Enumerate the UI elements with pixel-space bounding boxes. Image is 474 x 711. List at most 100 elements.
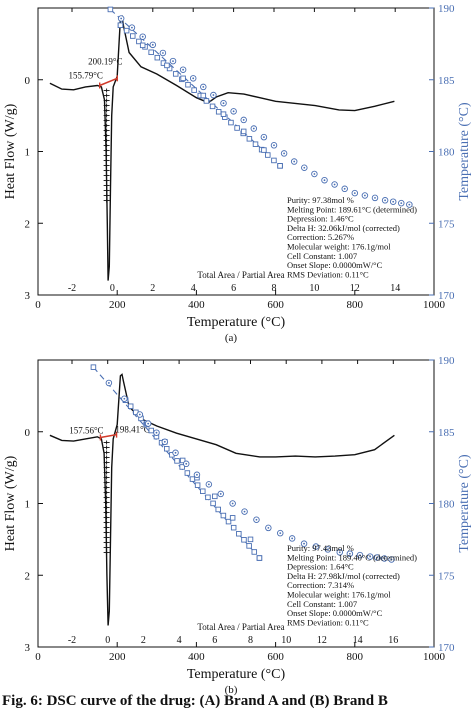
square-marker-b bbox=[205, 494, 211, 501]
circle-marker-dot-a bbox=[212, 94, 215, 96]
partial-area-tick-label-b: 10 bbox=[281, 635, 291, 646]
square-marker-a bbox=[185, 81, 191, 88]
heat-flow-curve-a bbox=[49, 14, 395, 281]
square-marker-a bbox=[220, 111, 227, 117]
figure-caption: Fig. 6: DSC curve of the drug: (A) Brand… bbox=[2, 693, 388, 709]
circle-marker-dot-a bbox=[384, 199, 386, 202]
square-marker-a bbox=[130, 33, 136, 39]
x-tick-label-b: 400 bbox=[188, 651, 205, 663]
circle-marker-dot-a bbox=[293, 160, 296, 163]
info-line-a: Melting Point: 189.61°C (determined) bbox=[287, 204, 417, 214]
info-line-b: Purity: 97.43mol % bbox=[287, 543, 354, 553]
square-marker-a bbox=[123, 27, 130, 34]
square-marker-b bbox=[212, 493, 218, 500]
partial-area-tick-label-a: 6 bbox=[231, 283, 236, 294]
circle-marker-dot-b bbox=[315, 545, 317, 548]
partial-area-tick-label-b: 8 bbox=[248, 635, 253, 646]
partial-area-tick-label-a: -2 bbox=[68, 283, 76, 294]
square-marker-b bbox=[127, 403, 134, 410]
circle-marker-dot-a bbox=[252, 127, 255, 130]
square-marker-b bbox=[184, 470, 191, 476]
circle-marker-dot-b bbox=[231, 502, 234, 505]
square-marker-a bbox=[136, 38, 142, 45]
info-line-b: Delta H: 27.98kJ/mol (corrected) bbox=[287, 571, 400, 581]
partial-area-tick-label-b: 2 bbox=[141, 635, 146, 646]
square-marker-b bbox=[200, 488, 206, 494]
square-marker-b bbox=[179, 464, 185, 470]
circle-marker-dot-b bbox=[163, 440, 166, 443]
partial-area-tick-label-a: 8 bbox=[272, 283, 277, 294]
info-line-a: Purity: 97.38mol % bbox=[287, 195, 354, 205]
partial-area-tick-label-a: 14 bbox=[390, 283, 400, 294]
y2-tick-label-a: 185 bbox=[438, 75, 455, 87]
y2-tick-label-a: 180 bbox=[438, 147, 455, 159]
square-marker-a bbox=[164, 62, 170, 69]
partial-area-axis-label-b: Total Area / Partial Area bbox=[197, 622, 284, 632]
y2-tick-label-b: 190 bbox=[438, 355, 455, 367]
info-line-a: Delta H: 32.06kJ/mol (corrected) bbox=[287, 223, 400, 233]
circle-marker-dot-b bbox=[219, 493, 222, 495]
info-line-a: Correction: 5.267% bbox=[287, 232, 354, 242]
square-marker-a bbox=[265, 152, 271, 158]
y2-tick-label-b: 175 bbox=[438, 570, 455, 582]
circle-marker-dot-b bbox=[369, 555, 371, 558]
square-marker-a bbox=[277, 163, 283, 169]
square-marker-a bbox=[148, 49, 154, 56]
square-marker-b bbox=[246, 543, 252, 549]
circle-marker-dot-b bbox=[196, 473, 198, 476]
y2-tick-label-a: 170 bbox=[438, 290, 455, 302]
square-marker-a bbox=[154, 54, 161, 61]
circle-marker-dot-b bbox=[291, 537, 294, 540]
square-marker-b bbox=[220, 512, 227, 519]
circle-marker-dot-b bbox=[107, 382, 110, 384]
square-marker-b bbox=[251, 549, 258, 555]
onset-temperature-label-a: 155.79°C bbox=[69, 70, 103, 80]
circle-marker-dot-b bbox=[123, 397, 126, 400]
circle-marker-dot-a bbox=[202, 86, 205, 88]
info-line-a: RMS Deviation: 0.11°C bbox=[287, 269, 369, 279]
x-tick-label-a: 600 bbox=[267, 299, 284, 311]
circle-marker-dot-a bbox=[232, 110, 235, 113]
info-line-a: Depression: 1.46°C bbox=[287, 214, 354, 224]
square-marker-b bbox=[179, 457, 186, 464]
partial-area-tick-label-b: 16 bbox=[388, 635, 398, 646]
square-marker-b bbox=[163, 445, 170, 452]
y2-tick-label-b: 180 bbox=[438, 499, 455, 511]
y2-tick-label-b: 185 bbox=[438, 427, 455, 439]
circle-marker-dot-a bbox=[263, 136, 265, 139]
circle-marker-dot-a bbox=[131, 26, 133, 29]
y2-tick-label-a: 190 bbox=[438, 3, 455, 15]
partial-area-tick-label-a: 10 bbox=[309, 283, 319, 294]
circle-marker-dot-b bbox=[185, 462, 188, 465]
partial-area-tick-label-a: 12 bbox=[350, 283, 360, 294]
info-line-b: RMS Deviation: 0.11°C bbox=[287, 617, 369, 627]
x-tick-label-a: 1000 bbox=[423, 299, 446, 311]
square-marker-a bbox=[215, 109, 222, 115]
square-marker-b bbox=[148, 427, 155, 434]
circle-marker-dot-a bbox=[182, 68, 185, 71]
info-line-b: Molecular weight: 176.1g/mol bbox=[287, 590, 391, 600]
square-marker-b bbox=[215, 506, 221, 513]
info-line-b: Correction: 7.314% bbox=[287, 580, 354, 590]
partial-area-tick-label-b: 0 bbox=[105, 635, 110, 646]
circle-marker-dot-b bbox=[279, 532, 282, 535]
integration-baseline-b bbox=[100, 433, 117, 439]
square-marker-a bbox=[252, 141, 259, 147]
square-marker-b bbox=[90, 364, 97, 370]
square-marker-b bbox=[225, 518, 232, 525]
circle-marker-dot-b bbox=[338, 551, 341, 554]
square-marker-a bbox=[246, 136, 253, 142]
circle-marker-dot-b bbox=[138, 413, 141, 416]
y-tick-label-a: 0 bbox=[25, 75, 31, 87]
circle-marker-dot-a bbox=[151, 43, 154, 46]
x-tick-label-b: 600 bbox=[267, 651, 284, 663]
y2-axis-title-b: Temperature (°C) bbox=[457, 454, 472, 553]
x-tick-label-b: 0 bbox=[35, 651, 41, 663]
circle-marker-dot-a bbox=[313, 173, 316, 175]
y2-tick-label-b: 170 bbox=[438, 642, 455, 654]
circle-marker-dot-a bbox=[323, 179, 326, 182]
info-line-b: Depression: 1.64°C bbox=[287, 562, 354, 572]
circle-marker-dot-b bbox=[348, 552, 351, 555]
square-marker-a bbox=[261, 147, 267, 153]
square-marker-b bbox=[247, 536, 254, 543]
